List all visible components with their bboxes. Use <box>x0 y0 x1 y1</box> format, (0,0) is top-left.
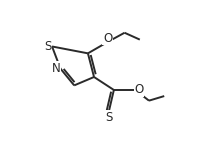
Text: S: S <box>44 40 52 53</box>
Text: O: O <box>134 83 144 96</box>
Text: O: O <box>103 32 112 45</box>
Text: N: N <box>52 62 61 75</box>
Text: S: S <box>105 111 112 124</box>
